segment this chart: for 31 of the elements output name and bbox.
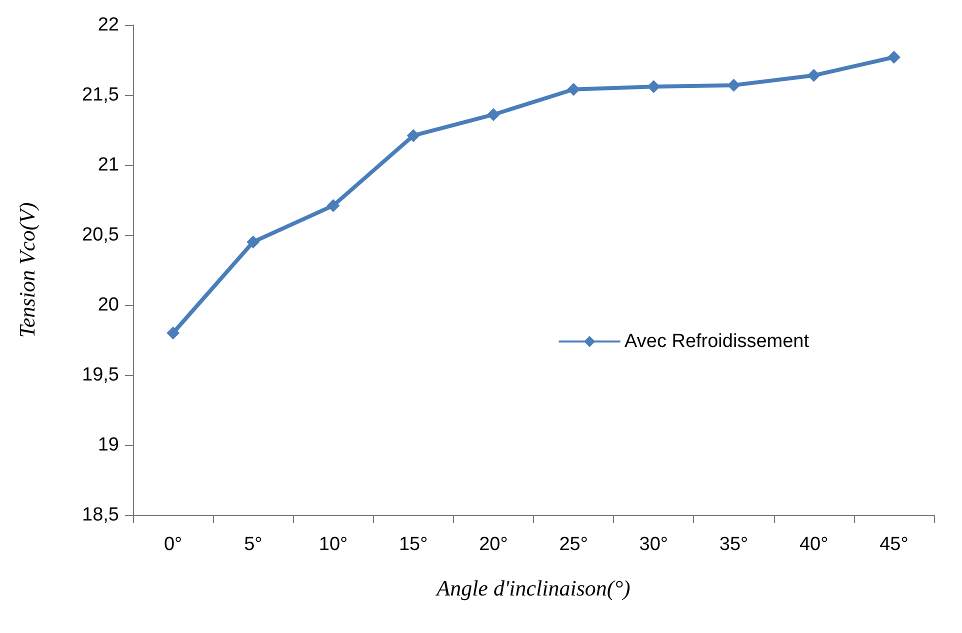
y-tick-label: 20 (98, 294, 119, 316)
y-tick-label: 19 (98, 434, 119, 456)
point (807, 68, 820, 82)
point (246, 236, 260, 248)
point (166, 326, 180, 340)
point (406, 129, 420, 142)
x-tick-label: 45° (880, 534, 908, 555)
y-axis-title: Tension Vco(V) (14, 202, 40, 338)
y-tick-label: 19,5 (82, 364, 119, 386)
x-tick-label: 35° (719, 534, 748, 555)
point (887, 50, 900, 64)
x-tick-label: 40° (799, 534, 828, 555)
x-tick-label: 30° (639, 534, 668, 555)
point (326, 199, 340, 212)
y-tick-label: 21,5 (82, 84, 119, 106)
point (486, 108, 500, 122)
legend-label: Avec Refroidissement (624, 331, 810, 352)
y-tick-label: 20,5 (82, 224, 119, 246)
y-tick-label: 21 (98, 154, 119, 176)
y-tick-label: 22 (98, 14, 119, 36)
point (567, 82, 580, 96)
y-tick-label: 18,5 (82, 504, 119, 526)
point (727, 78, 740, 92)
x-tick-label: 10° (318, 534, 348, 555)
point (647, 80, 660, 94)
x-tick-label: 5° (244, 534, 262, 555)
x-tick-label: 25° (559, 534, 588, 555)
x-tick-label: 15° (398, 534, 428, 555)
x-tick-label: 0° (164, 534, 182, 555)
x-tick-label: 20° (479, 534, 508, 555)
x-axis-title: Angle d'inclinaison(°) (434, 576, 630, 600)
